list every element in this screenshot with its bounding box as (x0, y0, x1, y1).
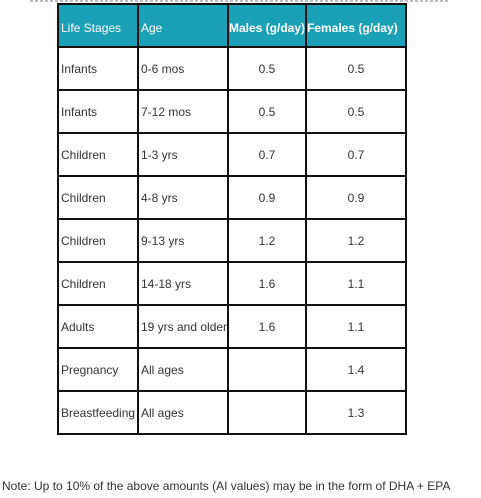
cell-females: 1.2 (305, 218, 407, 263)
cell-life-stage: Children (57, 261, 139, 306)
cell-males: 0.5 (227, 89, 307, 134)
cell-life-stage: Children (57, 218, 139, 263)
header-age: Age (137, 3, 229, 48)
cell-age: 0-6 mos (137, 46, 229, 91)
table-row: Pregnancy All ages 1.4 (57, 347, 407, 392)
cell-age: 7-12 mos (137, 89, 229, 134)
table-row: Infants 7-12 mos 0.5 0.5 (57, 89, 407, 134)
ala-intake-table: Life Stages Age Males (g/day) Females (g… (57, 3, 407, 435)
table-row: Infants 0-6 mos 0.5 0.5 (57, 46, 407, 91)
table-row: Children 1-3 yrs 0.7 0.7 (57, 132, 407, 177)
cell-males: 1.2 (227, 218, 307, 263)
header-life-stages: Life Stages (57, 3, 139, 48)
table-row: Children 9-13 yrs 1.2 1.2 (57, 218, 407, 263)
header-males: Males (g/day) (227, 3, 307, 48)
cell-females: 1.4 (305, 347, 407, 392)
cropped-text-above (0, 0, 481, 4)
cell-age: 4-8 yrs (137, 175, 229, 220)
cell-age: All ages (137, 390, 229, 435)
cell-life-stage: Children (57, 132, 139, 177)
cell-life-stage: Infants (57, 46, 139, 91)
cell-life-stage: Breastfeeding (57, 390, 139, 435)
table-header-row: Life Stages Age Males (g/day) Females (g… (57, 3, 407, 48)
cell-females: 1.1 (305, 261, 407, 306)
cell-age: 14-18 yrs (137, 261, 229, 306)
cell-age: 1-3 yrs (137, 132, 229, 177)
table-row: Adults 19 yrs and older 1.6 1.1 (57, 304, 407, 349)
cell-age: 19 yrs and older (137, 304, 229, 349)
table-row: Children 4-8 yrs 0.9 0.9 (57, 175, 407, 220)
cell-age: 9-13 yrs (137, 218, 229, 263)
cell-life-stage: Pregnancy (57, 347, 139, 392)
cell-males: 1.6 (227, 304, 307, 349)
table-row: Children 14-18 yrs 1.6 1.1 (57, 261, 407, 306)
cell-females: 1.3 (305, 390, 407, 435)
cell-females: 1.1 (305, 304, 407, 349)
cell-life-stage: Adults (57, 304, 139, 349)
cell-males: 1.6 (227, 261, 307, 306)
cell-life-stage: Infants (57, 89, 139, 134)
cell-females: 0.5 (305, 46, 407, 91)
cell-life-stage: Children (57, 175, 139, 220)
cell-males: 0.7 (227, 132, 307, 177)
cell-males (227, 347, 307, 392)
cell-males: 0.9 (227, 175, 307, 220)
cell-males: 0.5 (227, 46, 307, 91)
cell-age: All ages (137, 347, 229, 392)
cell-males (227, 390, 307, 435)
header-females: Females (g/day) (305, 3, 407, 48)
table-row: Breastfeeding All ages 1.3 (57, 390, 407, 435)
cell-females: 0.5 (305, 89, 407, 134)
cell-females: 0.9 (305, 175, 407, 220)
cell-females: 0.7 (305, 132, 407, 177)
footnote: Note: Up to 10% of the above amounts (AI… (2, 479, 451, 493)
